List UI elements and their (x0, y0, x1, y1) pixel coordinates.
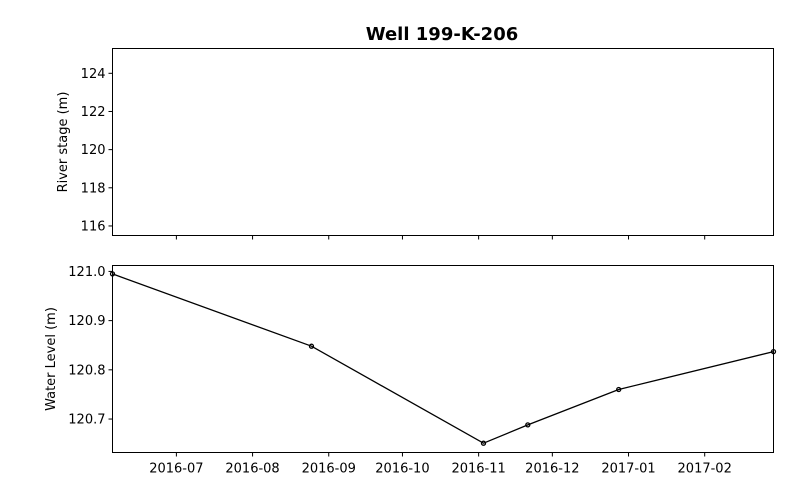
data-point (770, 348, 777, 355)
y-tick-label: 122 (81, 105, 106, 120)
water-level-series (109, 271, 777, 446)
top-x-ticks (175, 235, 706, 240)
y-tick-label: 121.0 (68, 265, 105, 280)
bottom-y-ticks: 120.7 120.8 120.9 121.0 (68, 265, 113, 428)
x-tick-label: 2017-02 (678, 462, 732, 477)
x-tick-label: 2016-10 (375, 462, 429, 477)
bottom-y-axis-label: Water Level (m) (44, 307, 59, 411)
y-tick-label: 120.9 (68, 314, 105, 329)
x-tick-label: 2016-12 (525, 462, 579, 477)
top-y-axis-label: River stage (m) (56, 92, 71, 193)
top-plot-frame (112, 48, 774, 236)
y-tick-label: 120 (81, 143, 106, 158)
data-point (525, 422, 531, 428)
series-line (112, 273, 774, 444)
y-tick-label: 120.7 (68, 413, 105, 428)
x-tick-label: 2016-08 (225, 462, 279, 477)
data-point (109, 271, 116, 277)
x-tick-label: 2016-09 (302, 462, 356, 477)
x-tick-label: 2016-11 (451, 462, 505, 477)
y-tick-label: 124 (81, 67, 106, 82)
bottom-x-ticks: 2016-07 2016-08 2016-09 2016-10 2016-11 2016-… (149, 452, 732, 477)
data-point (308, 343, 315, 349)
y-tick-label: 116 (81, 219, 106, 234)
data-point (480, 440, 487, 446)
y-tick-label: 118 (81, 181, 106, 196)
chart-title: Well 199-K-206 (366, 24, 519, 45)
top-y-ticks: 116 118 120 122 124 (81, 67, 113, 234)
bottom-plot-frame (112, 265, 774, 453)
data-point (616, 386, 622, 393)
x-tick-label: 2017-01 (601, 462, 655, 477)
x-tick-label: 2016-07 (149, 462, 203, 477)
y-tick-label: 120.8 (68, 363, 105, 378)
